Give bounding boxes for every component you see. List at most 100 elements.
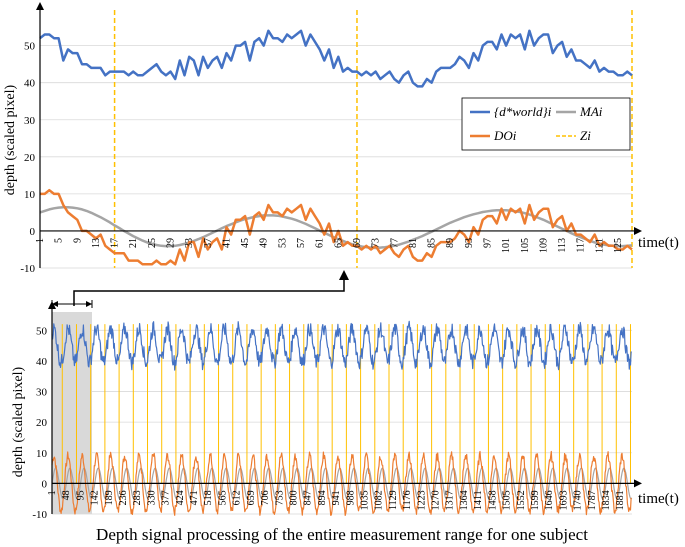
bottom-xtick-13: 612	[232, 490, 243, 505]
bottom-xtick-25: 1176	[402, 490, 413, 510]
bottom-xtick-9: 424	[175, 490, 186, 505]
top-xlabel: time(t)	[638, 235, 679, 251]
zoom-connector	[51, 270, 349, 308]
top-xtick-8: 33	[184, 238, 195, 248]
top-xtick-1: 5	[54, 238, 65, 243]
bottom-xtick-36: 1693	[558, 490, 569, 510]
bottom-xtick-40: 1881	[615, 490, 626, 510]
bottom-xtick-7: 330	[146, 490, 157, 505]
bottom-ytick-5: 40	[36, 356, 48, 368]
bottom-xtick-1: 48	[61, 490, 72, 500]
bottom-xtick-18: 847	[303, 490, 314, 505]
bottom-axes	[48, 301, 642, 514]
zoom-connector-line	[73, 278, 345, 306]
top-x-axis-arrow	[634, 226, 642, 235]
bottom-xtick-12: 565	[217, 490, 228, 505]
bottom-y-tick-labels: -10 0 10 20 30 40 50	[32, 325, 47, 521]
legend-box	[461, 97, 631, 151]
figure-caption: Depth signal processing of the entire me…	[96, 525, 588, 544]
top-xtick-29: 117	[576, 238, 587, 253]
top-y-tick-labels: -10 0 10 20 30 40 50	[20, 41, 35, 275]
top-ytick-5: 40	[24, 78, 36, 90]
top-ytick-3: 20	[24, 152, 36, 164]
bottom-xtick-26: 1223	[416, 490, 427, 510]
bottom-xtick-16: 753	[274, 490, 285, 505]
bottom-xtick-6: 283	[132, 490, 143, 505]
top-series-world	[39, 29, 633, 88]
bottom-xtick-2: 95	[75, 490, 86, 500]
top-xtick-6: 25	[147, 238, 158, 248]
top-z-lines	[113, 10, 633, 268]
top-xtick-20: 81	[408, 238, 419, 248]
bottom-series-world	[51, 320, 633, 371]
top-xtick-24: 97	[482, 238, 493, 248]
top-xtick-3: 13	[91, 238, 102, 248]
top-y-axis-arrow	[36, 2, 44, 10]
bottom-xtick-28: 1317	[445, 490, 456, 510]
zoom-bracket-left-arrow	[52, 301, 58, 307]
bottom-ytick-6: 50	[36, 325, 48, 337]
top-xtick-31: 125	[613, 238, 624, 253]
top-ytick-2: 10	[24, 189, 36, 201]
top-xtick-0: 1	[35, 238, 46, 243]
top-xtick-13: 53	[277, 238, 288, 248]
bottom-x-axis-arrow	[634, 479, 642, 488]
bottom-xtick-35: 1646	[544, 490, 555, 510]
top-xtick-15: 61	[315, 238, 326, 248]
bottom-xtick-22: 1035	[360, 490, 371, 510]
top-ytick-0: -10	[20, 263, 35, 275]
bottom-ytick-3: 20	[36, 417, 48, 429]
top-ytick-4: 30	[24, 115, 36, 127]
top-xtick-27: 109	[538, 238, 549, 253]
bottom-xtick-32: 1505	[502, 490, 513, 510]
zoom-bracket-right-arrow	[86, 301, 92, 307]
top-xtick-5: 21	[128, 238, 139, 248]
top-xtick-12: 49	[259, 238, 270, 248]
bottom-series-lines	[51, 320, 633, 517]
top-xtick-18: 73	[371, 238, 382, 248]
top-xtick-2: 9	[72, 238, 83, 243]
top-xtick-25: 101	[501, 238, 512, 253]
top-xtick-28: 113	[557, 238, 568, 253]
top-x-tick-labels: 1 5 9 13 17 21 25 29 33 37 41 45 49 53 57 61 65 69 73 77 81 8…	[35, 238, 624, 253]
bottom-xtick-11: 518	[203, 490, 214, 505]
bottom-xtick-30: 1411	[473, 490, 484, 510]
top-ytick-1: 0	[30, 226, 36, 238]
bottom-xtick-4: 189	[104, 490, 115, 505]
top-series-lines	[39, 29, 633, 266]
top-xtick-26: 105	[520, 238, 531, 253]
bottom-xtick-0: 1	[47, 490, 58, 495]
top-ylabel: depth (scaled pixel)	[3, 84, 18, 195]
legend-z-label: Zi	[580, 128, 591, 143]
top-xtick-23: 93	[464, 238, 475, 248]
bottom-xtick-37: 1740	[573, 490, 584, 510]
top-xtick-4: 17	[110, 238, 121, 248]
top-xtick-11: 45	[240, 238, 251, 248]
zoom-connector-arrowhead	[339, 270, 349, 280]
bottom-xtick-20: 941	[331, 490, 342, 505]
top-xtick-17: 69	[352, 238, 363, 248]
legend-ma-label: MAi	[579, 104, 603, 119]
bottom-xtick-21: 988	[345, 490, 356, 505]
top-axes	[36, 2, 642, 268]
bottom-xtick-39: 1834	[601, 490, 612, 510]
bottom-xtick-17: 800	[288, 490, 299, 505]
legend-world-label: {d*world}i	[494, 104, 552, 119]
bottom-xtick-3: 142	[90, 490, 101, 505]
top-ytick-6: 50	[24, 41, 36, 53]
top-xtick-9: 37	[203, 238, 214, 248]
top-xtick-14: 57	[296, 238, 307, 248]
bottom-xtick-19: 894	[317, 490, 328, 505]
top-xtick-19: 77	[389, 238, 400, 248]
top-series-do	[40, 188, 633, 266]
bottom-ytick-4: 30	[36, 387, 48, 399]
top-xtick-7: 29	[166, 238, 177, 248]
top-xtick-30: 121	[594, 238, 605, 253]
bottom-xtick-14: 659	[246, 490, 257, 505]
bottom-xtick-33: 1552	[516, 490, 527, 510]
bottom-xtick-38: 1787	[587, 490, 598, 510]
bottom-ytick-0: -10	[32, 509, 47, 521]
bottom-xtick-29: 1364	[459, 490, 470, 510]
